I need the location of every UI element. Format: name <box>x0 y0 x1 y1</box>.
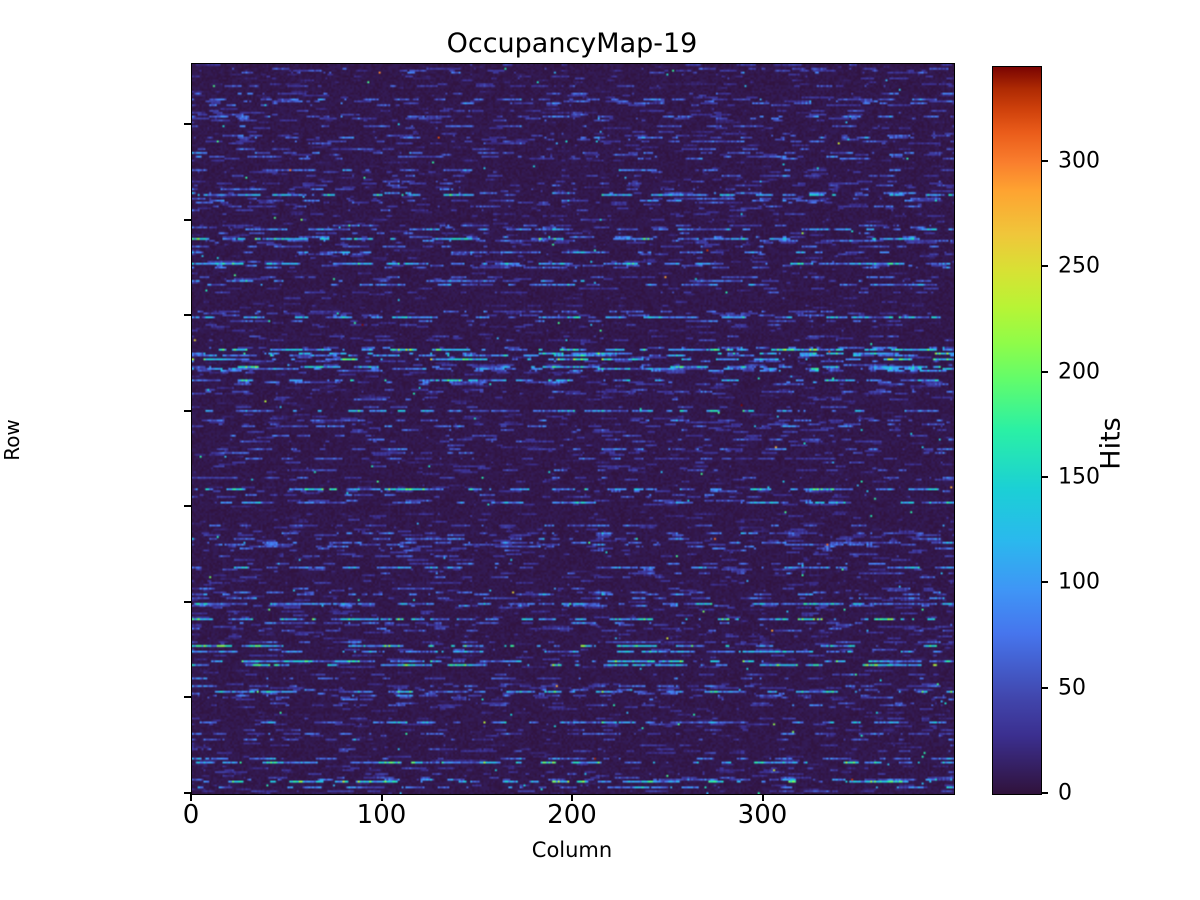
y-tick-mark <box>184 600 191 603</box>
y-tick-mark <box>184 696 191 699</box>
colorbar-tick-mark <box>1041 265 1048 268</box>
x-axis-label: Column <box>531 838 613 862</box>
colorbar-tick-label: 300 <box>1058 148 1100 174</box>
colorbar-tick-mark <box>1041 581 1048 584</box>
y-tick-mark <box>184 505 191 508</box>
colorbar-tick-mark <box>1041 792 1048 794</box>
colorbar-tick-label: 0 <box>1058 780 1072 806</box>
x-tick-mark <box>380 794 383 801</box>
colorbar-label: Hits <box>1095 417 1127 470</box>
colorbar-gradient <box>993 67 1041 794</box>
y-tick-mark <box>184 123 191 126</box>
colorbar-tick-mark <box>1041 370 1048 373</box>
x-tick-mark <box>571 794 573 801</box>
page-title: OccupancyMap-19 <box>446 28 698 59</box>
colorbar-tick-label: 200 <box>1058 359 1100 385</box>
x-tick-label: 0 <box>182 800 200 830</box>
y-tick-mark <box>184 314 191 317</box>
colorbar-tick-label: 150 <box>1058 464 1100 490</box>
y-tick-mark <box>184 792 191 794</box>
x-tick-label: 100 <box>356 800 407 830</box>
x-tick-mark <box>190 794 192 801</box>
colorbar-tick-mark <box>1041 159 1048 162</box>
colorbar <box>992 66 1042 795</box>
heatmap-plot-area <box>191 63 955 795</box>
x-tick-label: 200 <box>547 800 597 830</box>
x-tick-mark <box>761 794 764 801</box>
y-tick-mark <box>184 218 191 221</box>
y-axis-label: Row <box>0 419 24 461</box>
x-tick-label: 300 <box>737 800 788 830</box>
colorbar-tick-label: 250 <box>1058 253 1100 279</box>
colorbar-tick-mark <box>1041 686 1048 689</box>
y-tick-mark <box>184 409 191 412</box>
colorbar-tick-label: 50 <box>1058 675 1086 701</box>
heatmap-image <box>192 64 954 794</box>
colorbar-tick-mark <box>1041 475 1048 478</box>
colorbar-tick-label: 100 <box>1058 569 1100 595</box>
